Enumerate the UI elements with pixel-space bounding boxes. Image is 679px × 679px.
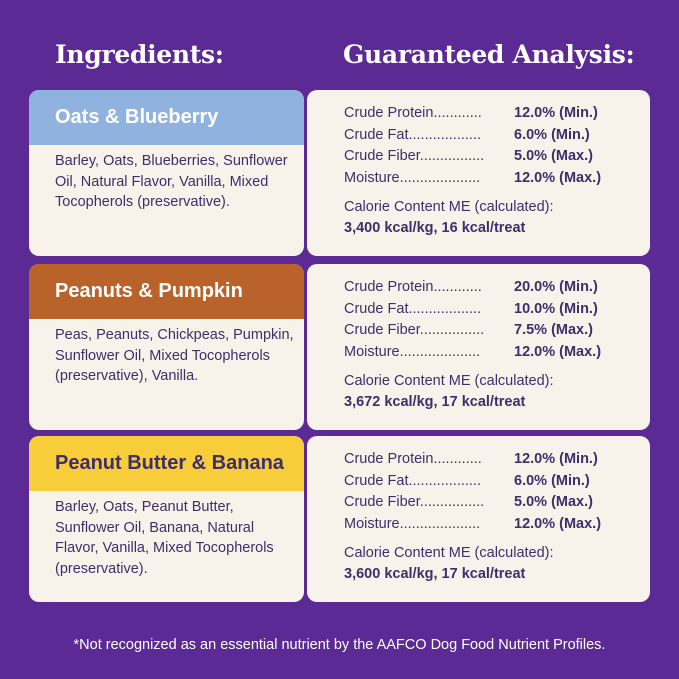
analysis-label: Crude Fiber................ bbox=[344, 148, 485, 164]
analysis-table: Crude Protein............ 12.0% (Min.) Cr… bbox=[344, 103, 601, 189]
ingredients-card: Peanuts & Pumpkin Peas, Peanuts, Chickpe… bbox=[29, 264, 304, 430]
calorie-value: 3,672 kcal/kg, 17 kcal/treat bbox=[344, 394, 526, 410]
analysis-row: Crude Protein............ 12.0% (Min.) bbox=[344, 103, 601, 125]
analysis-row: Moisture.................... 12.0% (Max.) bbox=[344, 514, 601, 536]
calorie-label: Calorie Content ME (calculated): bbox=[344, 373, 554, 389]
product-name: Oats & Blueberry bbox=[55, 106, 219, 128]
analysis-row: Crude Fiber................ 5.0% (Max.) bbox=[344, 492, 601, 514]
analysis-value: 5.0% (Max.) bbox=[514, 494, 593, 510]
product-card: Peanuts & Pumpkin Peas, Peanuts, Chickpe… bbox=[29, 264, 650, 430]
product-name-band: Peanuts & Pumpkin bbox=[29, 264, 304, 319]
analysis-value: 12.0% (Max.) bbox=[514, 515, 602, 532]
analysis-label: Crude Fat.................. bbox=[344, 300, 481, 317]
ingredients-text: Barley, Oats, Peanut Butter, Sunflower O… bbox=[55, 499, 274, 577]
ingredients-text: Peas, Peanuts, Chickpeas, Pumpkin, Sunfl… bbox=[55, 327, 294, 384]
analysis-value: 10.0% (Min.) bbox=[514, 300, 598, 317]
analysis-value: 12.0% (Min.) bbox=[514, 451, 598, 467]
analysis-label: Moisture.................... bbox=[344, 515, 481, 532]
analysis-row: Crude Fiber................ 7.5% (Max.) bbox=[344, 320, 601, 342]
calorie-content: Calorie Content ME (calculated): 3,672 k… bbox=[344, 371, 554, 413]
analysis-value: 12.0% (Max.) bbox=[514, 169, 602, 186]
analysis-value: 5.0% (Max.) bbox=[514, 148, 593, 164]
calorie-label: Calorie Content ME (calculated): bbox=[344, 199, 554, 215]
analysis-card: Crude Protein............ 20.0% (Min.) Cr… bbox=[307, 264, 650, 430]
ingredients-text: Barley, Oats, Blueberries, Sunflower Oil… bbox=[55, 153, 288, 210]
ingredients-card: Oats & Blueberry Barley, Oats, Blueberri… bbox=[29, 90, 304, 256]
analysis-row: Moisture.................... 12.0% (Max.) bbox=[344, 342, 601, 364]
guaranteed-analysis-heading: Guaranteed Analysis: bbox=[343, 40, 635, 69]
analysis-value: 20.0% (Min.) bbox=[514, 279, 598, 295]
analysis-label: Crude Protein............ bbox=[344, 105, 482, 121]
ingredients-heading: Ingredients: bbox=[55, 40, 224, 69]
footnote: *Not recognized as an essential nutrient… bbox=[73, 637, 606, 653]
analysis-value: 12.0% (Max.) bbox=[514, 343, 602, 360]
analysis-label: Crude Fiber................ bbox=[344, 322, 485, 338]
calorie-value: 3,400 kcal/kg, 16 kcal/treat bbox=[344, 220, 526, 236]
analysis-row: Crude Fat.................. 6.0% (Min.) bbox=[344, 471, 601, 493]
analysis-label: Moisture.................... bbox=[344, 343, 481, 360]
calorie-content: Calorie Content ME (calculated): 3,600 k… bbox=[344, 543, 554, 585]
analysis-row: Crude Protein............ 12.0% (Min.) bbox=[344, 449, 601, 471]
analysis-value: 6.0% (Min.) bbox=[514, 472, 590, 489]
analysis-label: Crude Fat.................. bbox=[344, 126, 481, 143]
calorie-label: Calorie Content ME (calculated): bbox=[344, 545, 554, 561]
analysis-row: Crude Fiber................ 5.0% (Max.) bbox=[344, 146, 601, 168]
calorie-content: Calorie Content ME (calculated): 3,400 k… bbox=[344, 197, 554, 239]
analysis-table: Crude Protein............ 12.0% (Min.) Cr… bbox=[344, 449, 601, 535]
analysis-card: Crude Protein............ 12.0% (Min.) Cr… bbox=[307, 90, 650, 256]
analysis-label: Crude Fiber................ bbox=[344, 494, 485, 510]
ingredients-card: Peanut Butter & Banana Barley, Oats, Pea… bbox=[29, 436, 304, 602]
product-name-band: Oats & Blueberry bbox=[29, 90, 304, 145]
calorie-value: 3,600 kcal/kg, 17 kcal/treat bbox=[344, 566, 526, 582]
analysis-value: 12.0% (Min.) bbox=[514, 105, 598, 121]
analysis-row: Crude Fat.................. 6.0% (Min.) bbox=[344, 125, 601, 147]
analysis-row: Moisture.................... 12.0% (Max.) bbox=[344, 168, 601, 190]
analysis-label: Crude Fat.................. bbox=[344, 472, 481, 489]
analysis-table: Crude Protein............ 20.0% (Min.) Cr… bbox=[344, 277, 601, 363]
analysis-label: Moisture.................... bbox=[344, 169, 481, 186]
analysis-label: Crude Protein............ bbox=[344, 279, 482, 295]
analysis-label: Crude Protein............ bbox=[344, 451, 482, 467]
product-name: Peanuts & Pumpkin bbox=[55, 280, 243, 302]
product-card: Peanut Butter & Banana Barley, Oats, Pea… bbox=[29, 436, 650, 602]
product-name-band: Peanut Butter & Banana bbox=[29, 436, 304, 491]
analysis-value: 6.0% (Min.) bbox=[514, 126, 590, 143]
analysis-value: 7.5% (Max.) bbox=[514, 322, 593, 338]
analysis-row: Crude Protein............ 20.0% (Min.) bbox=[344, 277, 601, 299]
analysis-card: Crude Protein............ 12.0% (Min.) Cr… bbox=[307, 436, 650, 602]
product-name: Peanut Butter & Banana bbox=[55, 452, 284, 474]
product-card: Oats & Blueberry Barley, Oats, Blueberri… bbox=[29, 90, 650, 256]
analysis-row: Crude Fat.................. 10.0% (Min.) bbox=[344, 299, 601, 321]
